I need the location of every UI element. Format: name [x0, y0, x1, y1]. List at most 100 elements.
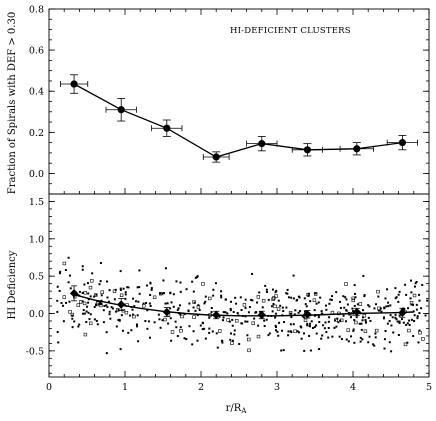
scatter-point	[215, 332, 218, 335]
binned-means	[69, 285, 407, 320]
scatter-point	[220, 339, 223, 342]
scatter-point	[210, 306, 213, 309]
scatter-point	[383, 347, 386, 350]
scatter-point	[111, 307, 114, 310]
scatter-point	[394, 297, 397, 300]
scatter-point	[183, 313, 186, 316]
scatter-point	[159, 326, 162, 329]
scatter-point	[105, 352, 108, 355]
scatter-point	[60, 301, 63, 304]
scatter-point	[274, 316, 277, 319]
scatter-point	[132, 297, 135, 300]
scatter-point	[257, 324, 260, 327]
scatter-point	[251, 299, 254, 302]
scatter-point	[292, 323, 295, 326]
scatter-point	[130, 329, 133, 332]
scatter-point	[405, 293, 408, 296]
scatter-point	[306, 324, 309, 327]
scatter-point	[192, 306, 195, 309]
scatter-point	[99, 262, 102, 265]
scatter-point	[216, 346, 219, 349]
scatter-point	[274, 329, 277, 332]
scatter-point	[415, 303, 418, 306]
scatter-point	[142, 302, 145, 305]
scatter-point	[275, 325, 278, 328]
scatter-point	[280, 349, 283, 352]
scatter-point	[61, 304, 64, 307]
scatter-point-open	[272, 296, 276, 300]
top-y-tick-label: 0.2	[29, 128, 44, 139]
scatter-point	[192, 330, 195, 333]
scatter-point	[214, 282, 217, 285]
scatter-point	[166, 302, 169, 305]
scatter-point	[256, 301, 259, 304]
scatter-point	[408, 323, 411, 326]
scatter-point	[373, 344, 376, 347]
scatter-point	[198, 309, 201, 312]
scatter-point-open	[170, 330, 175, 334]
scatter-point	[179, 326, 182, 329]
scatter-point	[395, 296, 398, 299]
scatter-point	[100, 294, 103, 297]
scatter-point-open	[334, 318, 338, 322]
scatter-point-open	[312, 298, 317, 302]
scatter-point	[204, 295, 207, 298]
scatter-point	[133, 305, 136, 308]
scatter-point	[296, 298, 299, 301]
top-data-point	[212, 153, 220, 161]
scatter-point	[109, 317, 112, 320]
scatter-point	[183, 337, 186, 340]
scatter-point	[231, 324, 234, 327]
scatter-point-open	[116, 308, 120, 312]
scatter-point	[64, 269, 67, 272]
scatter-point	[313, 314, 316, 317]
scatter-point	[305, 305, 308, 308]
scatter-point	[331, 295, 334, 298]
scatter-point	[105, 331, 108, 334]
x-tick-label: 0	[46, 382, 52, 393]
scatter-point	[255, 311, 258, 314]
scatter-point	[231, 318, 234, 321]
scatter-point	[193, 301, 196, 304]
scatter-point	[413, 314, 416, 317]
scatter-point	[100, 303, 103, 306]
scatter-point	[330, 298, 333, 301]
scatter-point	[417, 341, 420, 344]
scatter-point	[95, 293, 98, 296]
scatter-point	[345, 298, 348, 301]
scatter-point-open	[358, 302, 363, 306]
bottom-y-tick-label: -0.5	[26, 346, 44, 357]
bottom-plot-frame	[48, 193, 430, 378]
scatter-point	[373, 307, 376, 310]
scatter-point	[78, 290, 81, 293]
scatter-point	[394, 313, 397, 316]
scatter-point	[169, 307, 172, 310]
top-data-point	[258, 140, 266, 148]
scatter-point	[358, 322, 361, 325]
scatter-point	[394, 316, 397, 319]
scatter-point	[386, 322, 389, 325]
scatter-point-open	[230, 341, 234, 345]
scatter-point	[251, 272, 254, 275]
scatter-point	[299, 325, 302, 328]
scatter-point-open	[100, 290, 104, 294]
scatter-point	[172, 293, 175, 296]
scatter-point	[315, 324, 318, 327]
scatter-point	[353, 341, 356, 344]
scatter-point	[85, 310, 88, 313]
scatter-point	[106, 280, 109, 283]
scatter-point	[347, 340, 350, 343]
scatter-point-open	[83, 291, 87, 295]
scatter-point	[220, 294, 223, 297]
scatter-point	[185, 288, 188, 291]
scatter-point	[265, 318, 268, 321]
scatter-point	[199, 324, 202, 327]
scatter-point	[325, 331, 328, 334]
scatter-point	[222, 311, 225, 314]
scatter-point	[314, 292, 317, 295]
scatter-point	[426, 299, 429, 302]
scatter-point	[244, 320, 247, 323]
scatter-point	[325, 308, 328, 311]
scatter-point	[414, 285, 417, 288]
scatter-point	[274, 324, 277, 327]
